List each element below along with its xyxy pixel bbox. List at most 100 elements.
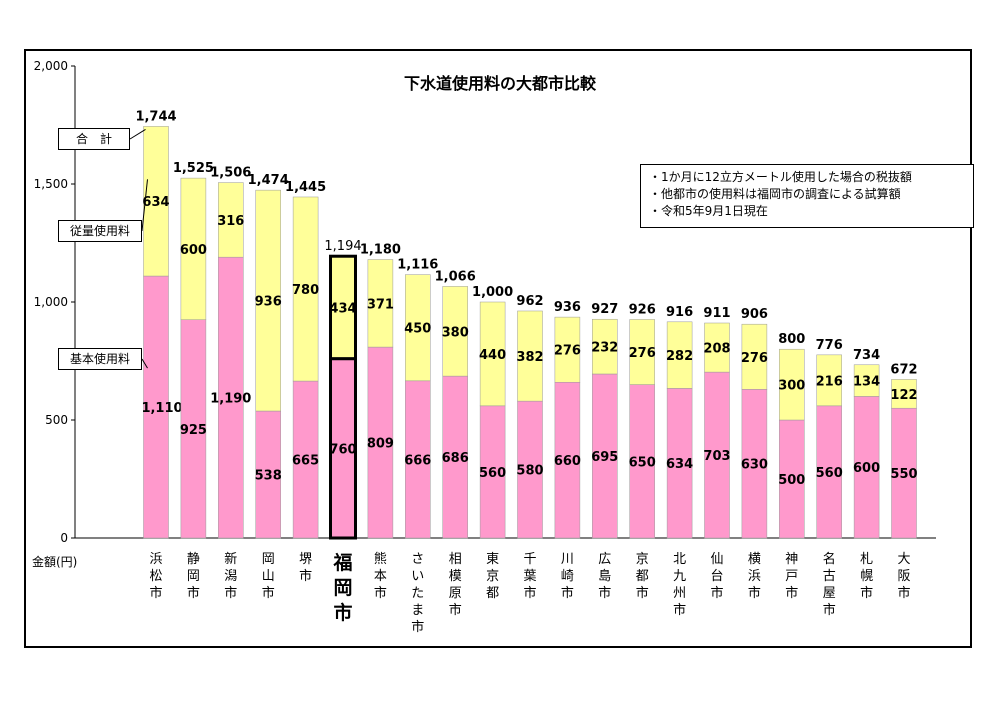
base-fee-label: 630 [741,458,768,473]
category-label: 北九州市 [673,552,686,618]
total-label: 936 [554,300,581,315]
bar-base-fee [891,407,917,539]
y-axis-label: 金額(円) [32,554,77,569]
usage-fee-label: 276 [741,351,768,366]
category-label: 堺市 [299,552,312,584]
total-label: 800 [778,332,805,347]
bar-usage-fee [479,301,506,407]
base-fee-label: 760 [329,442,356,457]
notes-box: ・1か月に12立方メートル使用した場合の税抜額 ・他都市の使用料は福岡市の調査に… [640,164,974,228]
category-label: 東京都 [486,551,499,601]
bar-base-fee [292,380,319,539]
bar-base-fee [554,381,581,539]
note-line: ・令和5年9月1日現在 [649,204,768,218]
usage-fee-label: 232 [591,341,618,356]
bar-base-fee [255,410,281,539]
base-fee-label: 809 [367,437,394,452]
usage-fee-label: 936 [255,295,282,310]
bar-base-fee [479,405,506,539]
bar-base-fee [442,375,468,539]
base-fee-label: 665 [292,454,319,469]
bar-usage-fee [816,354,842,407]
bar-usage-fee [143,126,169,277]
total-label: 734 [853,348,880,363]
total-label: 1,000 [472,285,513,300]
bar-usage-fee [592,318,618,375]
bar-base-fee [218,256,244,539]
bar-usage-fee [704,322,730,373]
usage-fee-label: 276 [554,344,581,359]
bar-usage-fee [255,189,281,412]
total-label: 1,180 [360,243,401,258]
bar-usage-fee [891,379,917,409]
total-label: 1,194 [324,239,361,254]
base-fee-label: 538 [255,469,282,484]
total-label: 911 [703,306,730,321]
usage-fee-label: 122 [890,388,917,403]
callout-total: 合 計 [58,128,130,150]
category-label: 福岡市 [332,551,352,624]
total-label: 906 [741,307,768,322]
base-fee-label: 703 [703,449,730,464]
usage-fee-label: 316 [217,214,244,229]
bar-base-fee [592,373,618,539]
y-tick-label: 2,000 [34,59,68,73]
base-fee-label: 560 [479,466,506,481]
total-label: 962 [516,294,543,309]
bar-base-fee [405,380,431,539]
category-label: 静岡市 [187,552,200,601]
base-fee-label: 666 [404,453,431,468]
bar-usage-fee [741,323,768,390]
total-label: 1,744 [135,109,176,124]
chart-frame: 下水道使用料の大都市比較 0 500 1,000 1,500 2,000 金額(円) 1,11… [24,49,974,648]
total-label: 1,445 [285,180,326,195]
note-line: ・他都市の使用料は福岡市の調査による試算額 [649,187,901,201]
bar-base-fee [816,405,842,539]
base-fee-label: 580 [516,464,543,479]
stacked-bar-chart: 下水道使用料の大都市比較 0 500 1,000 1,500 2,000 金額(円) 1,11… [32,59,936,635]
usage-fee-label: 380 [442,325,469,340]
total-label: 1,066 [435,269,476,284]
base-fee-label: 660 [554,454,581,469]
category-label: 京都市 [636,552,649,601]
bar-base-fee [329,357,357,540]
category-label: 広島市 [598,552,611,601]
base-fee-label: 600 [853,461,880,476]
usage-fee-label: 300 [778,379,805,394]
category-label: 仙台市 [710,552,723,601]
bar-usage-fee [666,321,693,389]
category-label: 札幌市 [860,552,873,601]
y-tick-label: 500 [45,413,68,427]
bar-base-fee [779,419,805,539]
bar-usage-fee [405,274,431,382]
usage-fee-label: 382 [516,350,543,365]
base-fee-label: 925 [180,423,207,438]
category-label: 熊本市 [374,551,387,601]
total-label: 1,474 [248,173,289,188]
usage-fee-label: 282 [666,349,693,364]
total-label: 1,116 [397,258,438,273]
bar-usage-fee [853,364,880,397]
total-label: 776 [816,338,843,353]
category-label: 岡山市 [262,552,275,601]
y-tick-label: 1,500 [34,177,68,191]
note-line: ・1か月に12立方メートル使用した場合の税抜額 [649,170,912,184]
usage-fee-label: 216 [816,374,843,389]
category-label: 横浜市 [748,552,761,601]
bar-usage-fee [180,177,207,320]
base-fee-label: 550 [890,467,917,482]
bar-base-fee [666,388,693,539]
base-fee-label: 1,190 [210,392,251,407]
bar-usage-fee [292,196,319,382]
y-tick-label: 1,000 [34,295,68,309]
usage-fee-label: 208 [703,342,730,357]
bar-usage-fee [329,254,357,361]
category-label: 名古屋市 [823,551,836,618]
base-fee-label: 634 [666,457,693,472]
category-label: 浜松市 [149,552,162,601]
usage-fee-label: 371 [367,297,394,312]
base-fee-label: 695 [591,450,618,465]
base-fee-label: 560 [816,466,843,481]
usage-fee-label: 276 [629,346,656,361]
callout-base-fee: 基本使用料 [58,348,142,370]
